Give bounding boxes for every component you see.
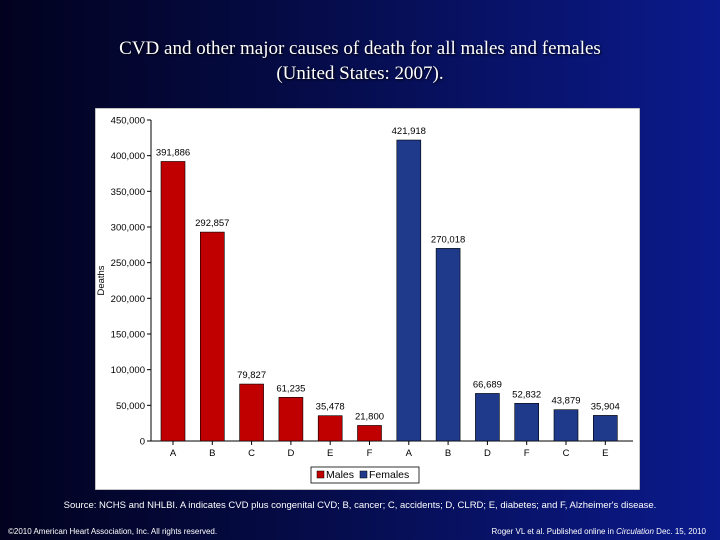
source-note: Source: NCHS and NHLBI. A indicates CVD … — [63, 500, 657, 511]
x-tick-label: A — [406, 448, 413, 459]
data-label: 270,018 — [431, 234, 465, 245]
y-tick-label: 50,000 — [116, 401, 145, 412]
y-axis-label: Deaths — [96, 265, 107, 295]
y-tick-label: 200,000 — [111, 294, 145, 305]
bar-females-C — [553, 409, 579, 442]
chart-title-line-1: CVD and other major causes of death for … — [119, 38, 601, 59]
x-tick-label: F — [524, 448, 530, 459]
x-tick-label: B — [445, 448, 451, 459]
data-label: 43,879 — [551, 396, 580, 407]
legend-swatch-males — [316, 470, 325, 479]
data-label: 391,886 — [156, 147, 190, 158]
data-label: 35,478 — [316, 402, 345, 413]
x-tick-label: D — [287, 448, 294, 459]
data-label: 35,904 — [591, 401, 620, 412]
bar-females-F — [514, 403, 540, 442]
data-label: 421,918 — [392, 126, 426, 137]
y-tick-label: 250,000 — [111, 258, 145, 269]
data-label: 61,235 — [276, 383, 305, 394]
data-label: 52,832 — [512, 389, 541, 400]
x-tick-label: C — [248, 448, 255, 459]
x-tick-label: E — [327, 448, 333, 459]
bar-chart: 0 50,000 100,000 150,000 200,000 250,000 300,0… — [95, 108, 640, 490]
x-tick-label: D — [484, 448, 491, 459]
chart-title-line-2: (United States: 2007). — [276, 63, 444, 84]
data-label: 66,689 — [473, 379, 502, 390]
data-label: 292,857 — [195, 218, 229, 229]
x-tick-label: E — [602, 448, 608, 459]
data-label: 21,800 — [355, 411, 384, 422]
citation-prefix: Roger VL et al. Published online in — [491, 527, 617, 536]
x-tick-label: F — [367, 448, 373, 459]
y-tick-label: 150,000 — [111, 330, 145, 341]
y-tick-label: 400,000 — [111, 151, 145, 162]
bar-males-E — [317, 415, 343, 442]
bar-males-D — [278, 397, 304, 442]
bar-males-A — [160, 161, 186, 442]
citation: Roger VL et al. Published online in Circ… — [491, 527, 706, 536]
y-tick-label: 350,000 — [111, 187, 145, 198]
x-tick-label: A — [170, 448, 177, 459]
data-label: 79,827 — [237, 370, 266, 381]
x-tick-label: C — [563, 448, 570, 459]
y-tick-label: 0 — [140, 437, 145, 448]
legend-label-males: Males — [326, 469, 354, 481]
bar-females-B — [435, 248, 461, 442]
copyright-notice: ©2010 American Heart Association, Inc. A… — [8, 527, 218, 536]
bar-females-A — [396, 139, 422, 442]
bar-females-E — [592, 415, 618, 442]
y-tick-label: 100,000 — [111, 365, 145, 376]
y-tick-label: 300,000 — [111, 223, 145, 234]
y-tick-label: 450,000 — [111, 116, 145, 127]
bar-males-C — [239, 383, 264, 442]
x-tick-label: B — [209, 448, 215, 459]
citation-journal: Circulation — [616, 527, 654, 536]
legend-label-females: Females — [369, 469, 409, 481]
bar-males-F — [357, 425, 382, 442]
citation-suffix: Dec. 15, 2010 — [653, 527, 706, 536]
bar-males-B — [200, 231, 225, 442]
bar-females-D — [475, 393, 500, 442]
legend-swatch-females — [359, 470, 368, 479]
